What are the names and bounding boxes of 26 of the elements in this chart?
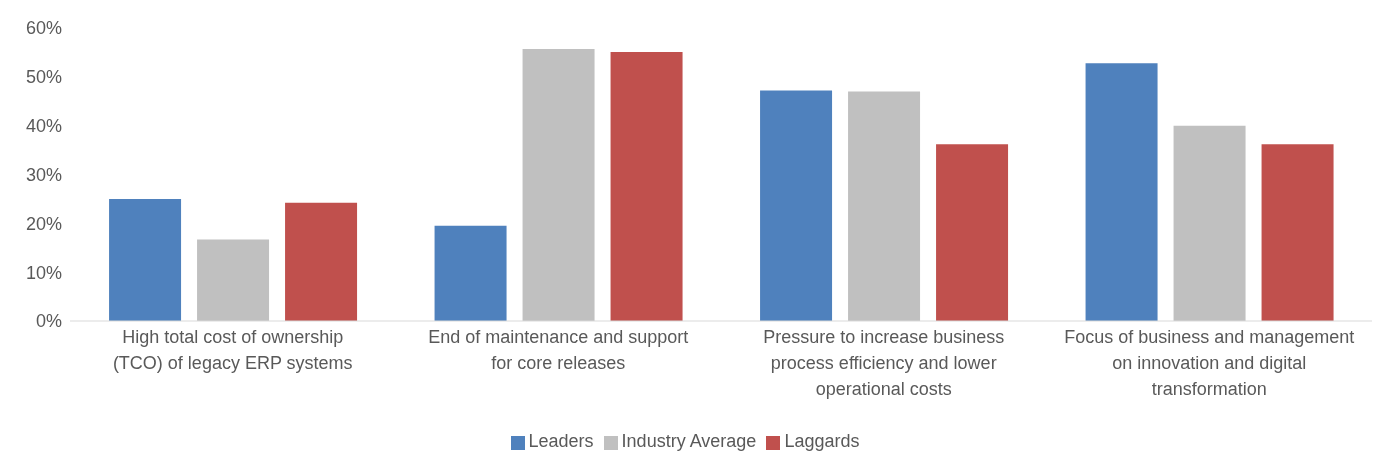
bar bbox=[1085, 63, 1158, 321]
bar bbox=[1173, 125, 1246, 321]
y-tick-label: 20% bbox=[25, 213, 62, 234]
bar bbox=[936, 144, 1009, 321]
y-tick-label: 50% bbox=[25, 67, 62, 88]
bar bbox=[522, 49, 595, 321]
y-tick-label: 0% bbox=[35, 311, 62, 332]
y-tick-label: 60% bbox=[25, 18, 62, 39]
legend-label: Leaders bbox=[528, 431, 594, 451]
y-tick-label: 40% bbox=[25, 116, 62, 137]
x-tick-label: Pressure to increase business process efficiency and lower operational costs bbox=[763, 327, 1005, 399]
legend-label: Industry Average bbox=[621, 431, 757, 451]
y-tick-label: 10% bbox=[25, 262, 62, 283]
bar bbox=[610, 51, 683, 321]
bar bbox=[109, 198, 182, 321]
y-tick-label: 30% bbox=[25, 164, 62, 185]
x-tick-label: Focus of business and management on innovation and digital transformation bbox=[1064, 327, 1355, 399]
bar bbox=[760, 90, 833, 321]
bar bbox=[434, 225, 507, 321]
x-tick-label: High total cost of ownership (TCO) of legacy ERP systems bbox=[112, 327, 353, 373]
legend-label: Laggards bbox=[784, 431, 860, 451]
bar bbox=[1261, 144, 1334, 321]
bar bbox=[285, 202, 358, 321]
bar bbox=[848, 91, 921, 321]
bar bbox=[197, 239, 270, 321]
x-tick-label: End of maintenance and support for core releases bbox=[428, 327, 689, 373]
